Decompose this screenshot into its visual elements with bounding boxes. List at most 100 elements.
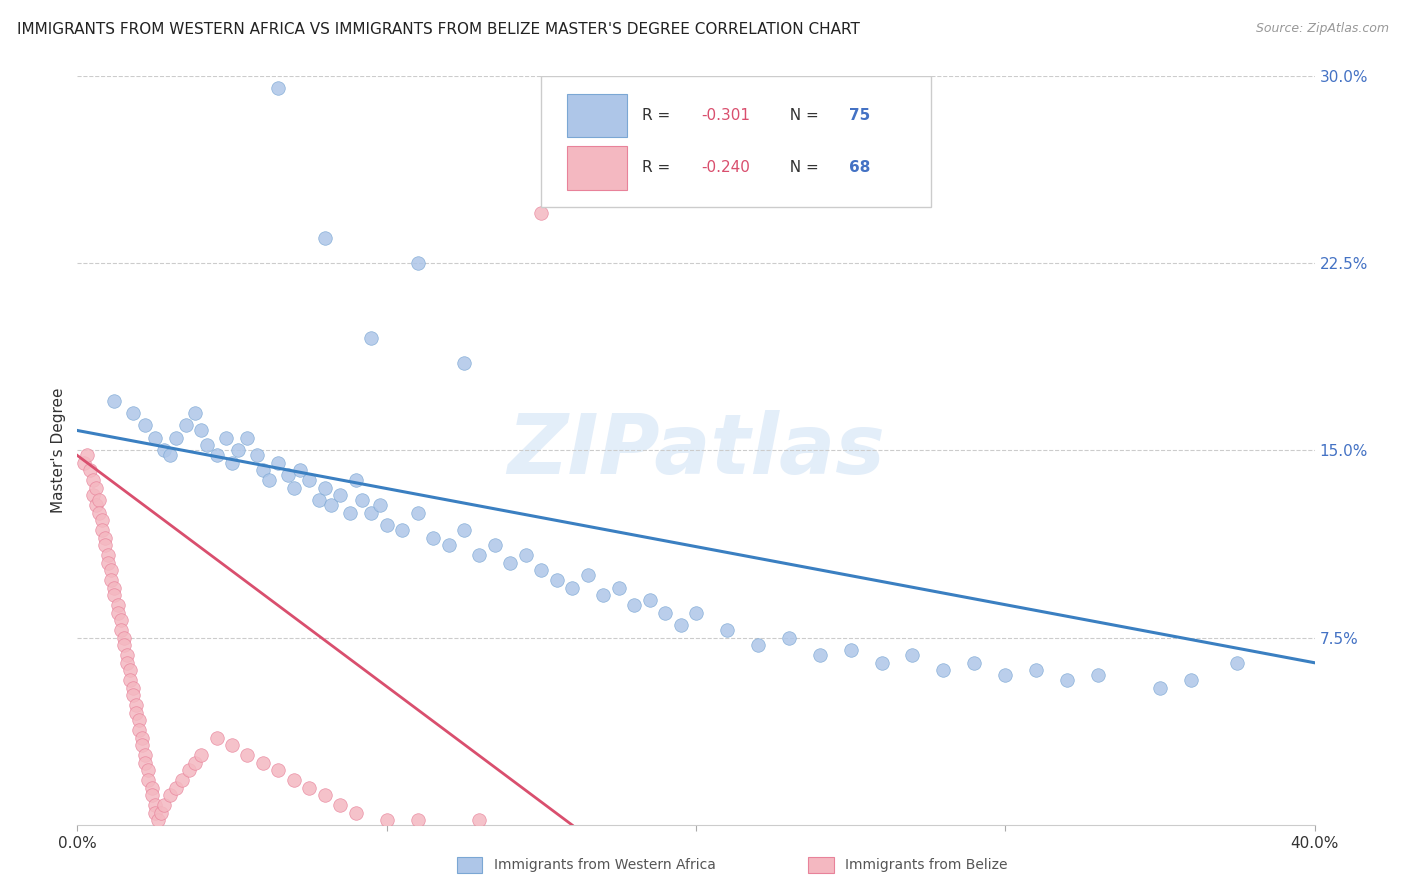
Point <box>128 723 150 738</box>
Point <box>530 206 553 220</box>
Point <box>76 449 98 463</box>
Point <box>314 788 336 802</box>
Point <box>143 805 166 820</box>
Point <box>205 731 228 745</box>
Point <box>252 756 274 770</box>
Point <box>131 738 153 752</box>
Point <box>110 624 132 638</box>
Point <box>350 493 373 508</box>
Point <box>685 606 707 620</box>
Text: R =: R = <box>641 108 675 123</box>
Text: Immigrants from Belize: Immigrants from Belize <box>845 858 1008 872</box>
Point <box>360 506 382 520</box>
Point <box>138 763 160 777</box>
Point <box>190 748 212 763</box>
Point <box>1149 681 1171 695</box>
Point <box>406 256 429 270</box>
Text: 68: 68 <box>849 161 870 176</box>
Point <box>97 556 120 570</box>
Point <box>134 748 156 763</box>
Point <box>82 488 104 502</box>
Point <box>437 538 460 552</box>
Point <box>468 813 491 827</box>
Point <box>994 668 1017 682</box>
Point <box>122 681 145 695</box>
Point <box>246 449 269 463</box>
Point <box>112 638 135 652</box>
Point <box>125 698 148 713</box>
Point <box>1180 673 1202 688</box>
Point <box>215 431 238 445</box>
Point <box>267 456 290 470</box>
Point <box>747 638 769 652</box>
Point <box>1087 668 1109 682</box>
Point <box>314 481 336 495</box>
Point <box>103 393 125 408</box>
Point <box>72 456 94 470</box>
Point <box>153 798 176 813</box>
Point <box>103 581 125 595</box>
Point <box>107 599 129 613</box>
Point <box>107 606 129 620</box>
Point <box>94 531 117 545</box>
Point <box>375 518 398 533</box>
Point <box>298 474 321 488</box>
Point <box>870 656 893 670</box>
Point <box>561 581 583 595</box>
Point <box>499 556 522 570</box>
Point <box>963 656 986 670</box>
Point <box>546 574 568 588</box>
Point <box>370 499 392 513</box>
Point <box>422 531 444 545</box>
Point <box>84 481 107 495</box>
Point <box>236 431 259 445</box>
Point <box>221 456 243 470</box>
Point <box>221 738 243 752</box>
Point <box>94 538 117 552</box>
Point <box>530 563 553 577</box>
Point <box>195 438 218 452</box>
Point <box>406 813 429 827</box>
Point <box>288 463 311 477</box>
Point <box>97 549 120 563</box>
Point <box>339 506 361 520</box>
Text: ZIPatlas: ZIPatlas <box>508 410 884 491</box>
Point <box>84 499 107 513</box>
Point <box>344 474 367 488</box>
Point <box>134 418 156 433</box>
Point <box>153 443 176 458</box>
Point <box>159 449 181 463</box>
Point <box>112 631 135 645</box>
FancyBboxPatch shape <box>541 76 931 207</box>
Y-axis label: Master's Degree: Master's Degree <box>51 388 66 513</box>
Point <box>91 513 114 527</box>
Point <box>360 331 382 345</box>
Point <box>607 581 630 595</box>
Point <box>468 549 491 563</box>
Point <box>184 406 207 420</box>
Text: N =: N = <box>780 108 824 123</box>
Text: Source: ZipAtlas.com: Source: ZipAtlas.com <box>1256 22 1389 36</box>
Point <box>100 563 122 577</box>
Point <box>453 356 475 370</box>
Point <box>146 813 169 827</box>
Point <box>236 748 259 763</box>
Point <box>1056 673 1078 688</box>
Point <box>344 805 367 820</box>
Point <box>165 431 187 445</box>
Point <box>484 538 506 552</box>
Point <box>103 588 125 602</box>
Point <box>141 788 163 802</box>
Point <box>125 706 148 720</box>
Point <box>134 756 156 770</box>
Point <box>277 468 299 483</box>
Point <box>122 688 145 702</box>
Point <box>205 449 228 463</box>
Point <box>131 731 153 745</box>
Point <box>87 493 110 508</box>
Point <box>453 524 475 538</box>
Point <box>406 506 429 520</box>
Point <box>82 474 104 488</box>
Point <box>654 606 676 620</box>
Point <box>329 488 352 502</box>
